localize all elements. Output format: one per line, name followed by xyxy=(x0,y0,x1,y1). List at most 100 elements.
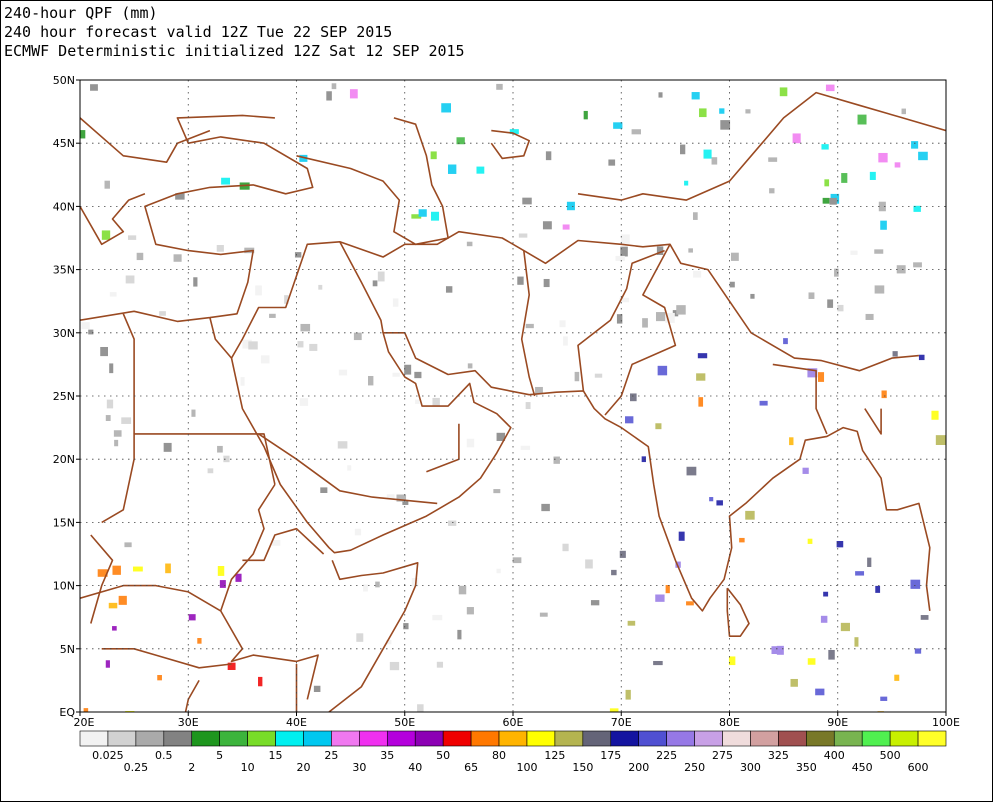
precip-speckle xyxy=(404,364,412,375)
precip-speckle xyxy=(447,164,457,174)
precip-speckle xyxy=(136,252,144,261)
precip-speckle xyxy=(655,312,666,322)
precip-speckle xyxy=(880,220,887,230)
precip-speckle xyxy=(821,144,829,150)
precip-speckle xyxy=(106,399,114,409)
precip-speckle xyxy=(692,212,698,220)
precip-speckle xyxy=(173,254,182,262)
precip-speckle xyxy=(789,437,794,446)
precip-speckle xyxy=(520,445,531,450)
precip-speckle xyxy=(759,400,768,406)
border-line xyxy=(230,230,919,372)
precip-speckle xyxy=(525,402,531,410)
lat-label: 20N xyxy=(53,453,75,466)
lat-label: EQ xyxy=(59,706,75,719)
precip-speckle xyxy=(658,92,663,98)
color-legend: 0.0250.250.52510152025303540506580100125… xyxy=(79,730,947,774)
legend-swatch xyxy=(219,730,248,747)
precip-speckle xyxy=(620,234,630,244)
precip-speckle xyxy=(496,568,501,574)
legend-label: 350 xyxy=(796,761,817,774)
legend-swatch xyxy=(917,730,947,747)
precip-speckle xyxy=(411,214,422,219)
precip-speckle xyxy=(691,92,700,100)
precip-speckle xyxy=(320,487,328,493)
border-line xyxy=(577,91,946,201)
precip-speckle xyxy=(109,292,117,297)
precip-speckle xyxy=(827,299,834,308)
legend-swatch xyxy=(442,730,472,747)
precip-speckle xyxy=(221,177,231,185)
precip-speckle xyxy=(114,439,119,447)
precip-speckle xyxy=(539,612,548,617)
precip-speckle xyxy=(347,465,352,471)
precip-speckle xyxy=(396,494,407,502)
precip-speckle xyxy=(619,550,626,558)
precip-field xyxy=(80,80,946,712)
legend-label: 275 xyxy=(712,749,733,762)
precip-speckle xyxy=(657,365,668,376)
legend-swatch xyxy=(610,730,640,747)
precip-speckle xyxy=(163,442,172,452)
legend-swatch xyxy=(833,730,863,747)
precip-speckle xyxy=(837,304,844,312)
legend-label: 200 xyxy=(628,761,649,774)
legend-label: 30 xyxy=(352,761,366,774)
precip-speckle xyxy=(562,543,569,552)
precip-speckle xyxy=(269,313,276,318)
precip-speckle xyxy=(850,250,858,255)
precip-speckle xyxy=(693,270,702,278)
precip-speckle xyxy=(914,648,922,654)
precip-speckle xyxy=(686,466,697,476)
precip-speckle xyxy=(545,151,552,161)
legend-swatch xyxy=(694,730,723,747)
title-line-3: ECMWF Deterministic initialized 12Z Sat … xyxy=(4,42,465,60)
precip-speckle xyxy=(709,497,714,502)
lat-label: 45N xyxy=(53,137,75,150)
precip-speckle xyxy=(745,109,751,114)
precip-speckle xyxy=(829,197,837,205)
legend-label: 50 xyxy=(436,749,450,762)
precip-speckle xyxy=(414,371,422,379)
precip-speckle xyxy=(522,197,532,205)
precip-speckle xyxy=(108,602,118,609)
precip-speckle xyxy=(562,224,570,230)
precip-speckle xyxy=(157,675,162,681)
legend-swatch xyxy=(470,730,500,747)
precip-speckle xyxy=(625,689,631,700)
precip-speckle xyxy=(377,271,385,282)
precip-speckle xyxy=(867,557,872,567)
precip-speckle xyxy=(802,467,809,474)
border-line xyxy=(726,587,750,638)
legend-swatch xyxy=(247,730,276,747)
precip-speckle xyxy=(776,645,784,655)
precip-speckle xyxy=(466,241,473,247)
legend-swatch xyxy=(275,730,304,747)
precip-speckle xyxy=(260,355,270,364)
precip-speckle xyxy=(665,312,675,323)
legend-swatch xyxy=(303,730,332,747)
legend-label: 150 xyxy=(572,761,593,774)
graticule xyxy=(80,80,946,712)
precip-speckle xyxy=(448,520,457,526)
precip-speckle xyxy=(739,537,745,543)
precip-speckle xyxy=(467,363,473,369)
precip-speckle xyxy=(815,688,825,696)
precip-speckle xyxy=(242,339,252,349)
precip-speckle xyxy=(918,354,925,361)
precip-speckle xyxy=(611,569,617,576)
lon-label: 70E xyxy=(611,716,632,729)
legend-label: 80 xyxy=(492,749,506,762)
legend-swatch xyxy=(666,730,695,747)
precip-speckle xyxy=(711,157,718,165)
precip-speckle xyxy=(620,246,628,257)
precip-speckle xyxy=(326,91,332,101)
precip-speckle xyxy=(90,84,98,91)
precip-speckle xyxy=(375,581,380,588)
precip-speckle xyxy=(338,369,348,376)
precip-speckle xyxy=(684,180,689,186)
precip-speckle xyxy=(88,329,94,335)
border-line xyxy=(490,129,531,160)
border-line xyxy=(80,114,314,323)
border-line xyxy=(577,249,665,391)
